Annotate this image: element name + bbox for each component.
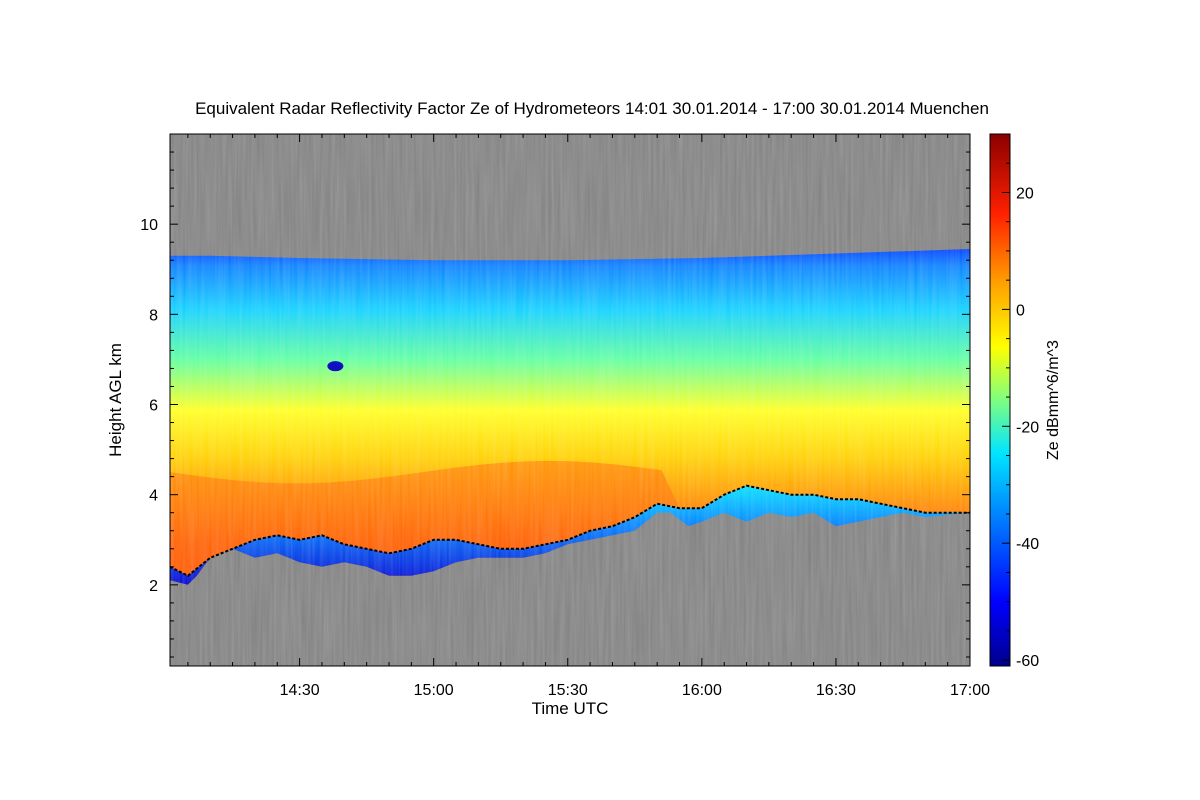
melting-layer-line [170, 484, 970, 577]
y-axis: 2 4 6 8 10 [140, 151, 970, 658]
x-tick-label: 17:00 [950, 682, 990, 699]
x-tick-label: 16:30 [816, 682, 856, 699]
y-tick-label: 2 [149, 578, 158, 595]
y-tick-label: 4 [149, 488, 158, 505]
x-tick-label: 15:00 [414, 682, 454, 699]
x-tick-label: 15:30 [548, 682, 588, 699]
y-tick-label: 6 [149, 398, 158, 415]
reflectivity-field [170, 134, 970, 666]
x-tick-label: 16:00 [682, 682, 722, 699]
x-tick-label: 14:30 [280, 682, 320, 699]
y-axis-label: Height AGL km [106, 343, 125, 457]
fallstreak-texture [170, 134, 970, 666]
colorbar-tick-label: 0 [1016, 302, 1025, 319]
plot-frame [169, 133, 971, 667]
chart-title: Equivalent Radar Reflectivity Factor Ze … [195, 99, 989, 118]
x-axis: 14:30 15:00 15:30 16:00 16:30 17:00 [187, 134, 990, 699]
colorbar-tick-label: -40 [1016, 536, 1039, 553]
colorbar-tick-label: -20 [1016, 419, 1039, 436]
low-reflectivity-cell [327, 361, 344, 372]
colorbar-label: Ze dBmm^6/m^3 [1045, 340, 1062, 460]
colorbar-tick-label: 20 [1016, 185, 1034, 202]
colorbar [989, 133, 1011, 667]
colorbar-tick-label: -60 [1016, 653, 1039, 670]
colorbar-axis: 20 0 -20 -40 -60 [1002, 133, 1039, 670]
x-axis-label: Time UTC [532, 699, 609, 718]
y-tick-label: 10 [140, 217, 158, 234]
y-tick-label: 8 [149, 307, 158, 324]
